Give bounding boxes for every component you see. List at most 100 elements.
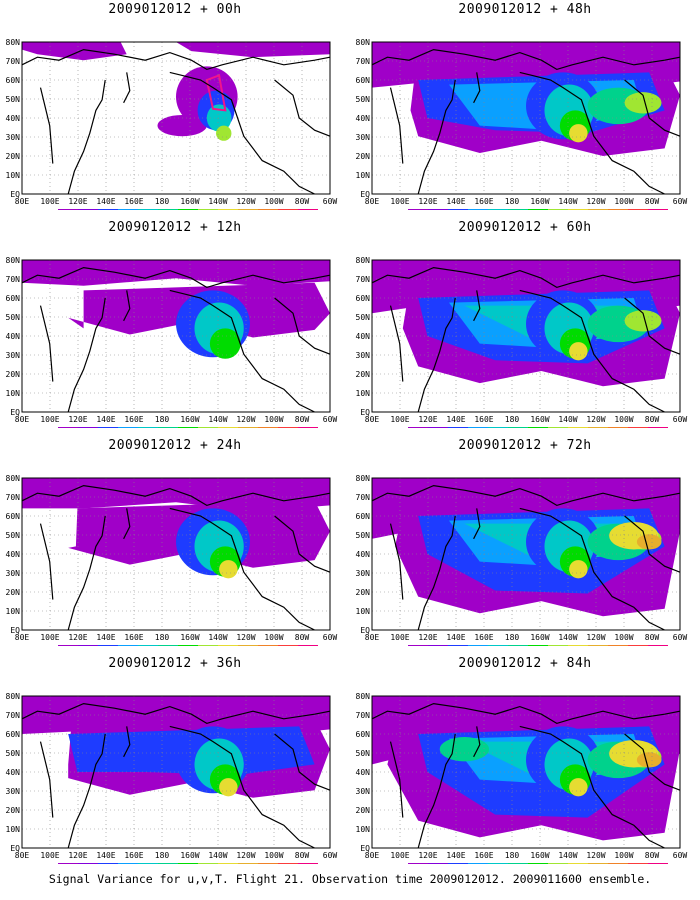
lon-label: 120E (418, 415, 437, 424)
colorbar-swatch (278, 863, 298, 864)
colorbar-swatch (58, 863, 78, 864)
lon-label: 80E (15, 197, 30, 206)
lat-label: 40N (356, 768, 371, 777)
colorbar-swatch (118, 209, 138, 210)
colorbar-swatch (528, 427, 548, 428)
lat-label: 80N (356, 474, 371, 483)
lat-label: 30N (356, 787, 371, 796)
coastlines (21, 48, 331, 195)
graticule (22, 478, 330, 630)
lat-label: 40N (356, 114, 371, 123)
lon-label: 100E (390, 197, 409, 206)
lon-label: 80W (645, 851, 660, 860)
lat-label: 80N (6, 38, 21, 47)
variance-band-arctic (22, 42, 127, 61)
colorbar-swatch (118, 427, 138, 428)
variance-blob (624, 310, 662, 332)
coastline (417, 79, 456, 195)
lon-label: 140W (208, 415, 227, 424)
lon-label: 100W (264, 197, 283, 206)
lat-label: 70N (356, 275, 371, 284)
lat-label: 60N (356, 730, 371, 739)
panel-36h: 2009012012 + 36h 80N 70N 60N 50N 40N 30N 20N 10… (0, 654, 350, 864)
lon-label: 100W (614, 415, 633, 424)
colorbar: 1.82.23.145.16.37.591114212940 (408, 427, 668, 428)
panel-12h: 2009012012 + 12h 80N 70N 60N 50N 40N 30N 20N 10… (0, 218, 350, 428)
lat-label: 60N (6, 294, 21, 303)
panel-title: 2009012012 + 72h (458, 438, 592, 453)
coastline (473, 508, 481, 540)
variance-blob (219, 778, 238, 797)
colorbar-swatch (278, 427, 298, 428)
colorbar-swatch (258, 645, 278, 646)
coastline (169, 289, 315, 413)
map-frame (21, 477, 331, 631)
lat-label: 30N (6, 787, 21, 796)
coastline (624, 733, 681, 791)
lon-label: 140W (208, 197, 227, 206)
lat-label: 20N (356, 152, 371, 161)
lon-label: 160W (180, 633, 199, 642)
lat-label: 70N (6, 275, 21, 284)
lat-label: 50N (6, 313, 21, 322)
colorbar-swatch (178, 863, 198, 864)
coastline (67, 733, 106, 849)
variance-field (22, 696, 330, 798)
figure-caption: Signal Variance for u,v,T. Flight 21. Ob… (48, 872, 652, 886)
lat-label: 10N (6, 389, 21, 398)
coastline (371, 484, 681, 507)
lon-label: 160E (124, 851, 143, 860)
panel-title: 2009012012 + 60h (458, 220, 592, 235)
coastlines (21, 484, 331, 631)
panel-title: 2009012012 + 12h (108, 220, 242, 235)
colorbar-swatch (138, 645, 158, 646)
lat-label: 80N (6, 474, 21, 483)
colorbar-swatch (408, 863, 428, 864)
map-frame (21, 695, 331, 849)
colorbar-swatch (198, 863, 218, 864)
coastlines (371, 702, 681, 849)
colorbar-swatch (528, 209, 548, 210)
colorbar-swatch (508, 209, 528, 210)
lat-label: 50N (6, 95, 21, 104)
lon-label: 120E (68, 415, 87, 424)
lon-label: 80E (365, 197, 380, 206)
colorbar-swatch (628, 645, 648, 646)
coastline (519, 507, 665, 631)
lat-label: EQ (10, 190, 20, 199)
colorbar-swatch (648, 645, 668, 646)
lon-label: 120W (236, 415, 255, 424)
panel-24h: 2009012012 + 24h 80N 70N 60N 50N 40N 30N 20N 10… (0, 436, 350, 646)
lon-label: 120W (586, 851, 605, 860)
coastlines (21, 266, 331, 413)
lat-label: 20N (6, 588, 21, 597)
colorbar-swatch (448, 209, 468, 210)
coastline (417, 515, 456, 631)
lon-label: 140W (208, 633, 227, 642)
lon-label: 80E (15, 633, 30, 642)
coastline (21, 702, 331, 725)
graticule (372, 696, 680, 848)
coastlines (371, 48, 681, 195)
lon-label: 120E (68, 851, 87, 860)
lon-label: 160W (180, 197, 199, 206)
lon-label: 100E (390, 851, 409, 860)
lat-label: 60N (6, 512, 21, 521)
colorbar-swatch (628, 427, 648, 428)
colorbar-swatch (588, 209, 608, 210)
coastline (169, 725, 315, 849)
panel-72h: 2009012012 + 72h 80N 70N 60N 50N 40N 30N 20N 10… (350, 436, 700, 646)
lat-label: 20N (356, 588, 371, 597)
lon-label: 80E (365, 851, 380, 860)
colorbar-swatch (428, 863, 448, 864)
lon-label: 140E (446, 633, 465, 642)
coastline (169, 71, 315, 195)
coastline (371, 702, 681, 725)
lat-label: 40N (6, 768, 21, 777)
colorbar-swatch (588, 645, 608, 646)
lon-label: 60W (673, 415, 688, 424)
lon-label: 120W (236, 633, 255, 642)
